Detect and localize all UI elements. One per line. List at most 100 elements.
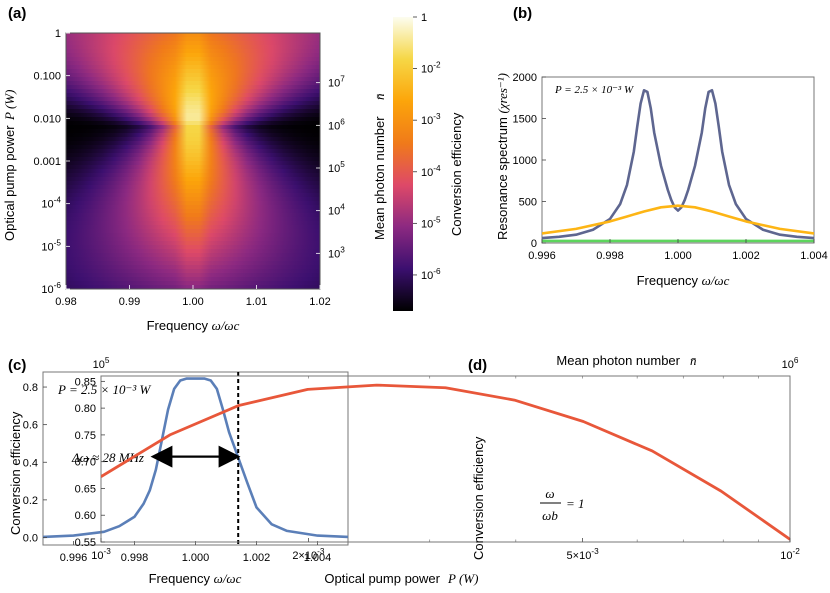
d-ytick-label: 0.75 [75, 430, 96, 442]
heatmap-strip [66, 225, 320, 230]
panel-label-a: (a) [8, 5, 26, 22]
heatmap-strip [66, 273, 320, 278]
d-toptick-label: 105 [93, 356, 110, 371]
a-xtick-label: 1.01 [246, 296, 267, 308]
cb-tick-label: 10-5 [421, 215, 441, 230]
b-frame [541, 76, 815, 244]
a-y2tick-label: 105 [328, 160, 345, 175]
a-ytick-label: 10-6 [41, 281, 61, 296]
c-xtick-label: 0.996 [60, 552, 88, 564]
b-xtick-label: 1.004 [800, 250, 828, 262]
heatmap-strip [66, 33, 320, 38]
cb-tick-label: 10-2 [421, 61, 441, 76]
d-annotation-rhs: = 1 [566, 496, 585, 511]
heatmap-strip [66, 229, 320, 234]
heatmap-strip [66, 105, 320, 110]
a-y2tick-label: 106 [328, 117, 345, 132]
heatmap-strip [66, 41, 320, 46]
d-xtick-label: 10-3 [91, 547, 111, 562]
b-xlabel: Frequency ω/ωc [637, 273, 730, 288]
heatmap-strip [66, 65, 320, 70]
heatmap-strip [66, 253, 320, 258]
d-ytick-label: 0.65 [75, 483, 96, 495]
d-annotation-num: ω [545, 486, 554, 501]
heatmap-strip [66, 173, 320, 178]
a-y2tick-label: 104 [328, 203, 345, 218]
c-ytick-label: 0.4 [23, 457, 38, 469]
heatmap-strip [66, 205, 320, 210]
heatmap-strip [66, 61, 320, 66]
heatmap-strip [66, 37, 320, 42]
d-top-label: Mean photon number [556, 353, 680, 368]
heatmap-strip [66, 189, 320, 194]
heatmap-strip [66, 277, 320, 282]
b-xtick-label: 1.002 [732, 250, 760, 262]
heatmap-strip [66, 145, 320, 150]
panel-label-b: (b) [513, 5, 532, 22]
heatmap-strip [66, 49, 320, 54]
heatmap-strip [66, 197, 320, 202]
d-xlabel: Optical pump power [324, 571, 440, 586]
heatmap-strip [66, 241, 320, 246]
d-series-0 [101, 383, 790, 541]
heatmap-strip [66, 101, 320, 106]
a-xtick-label: 0.99 [119, 296, 140, 308]
a-xtick-label: 1.02 [309, 296, 330, 308]
heatmap-image [66, 33, 320, 289]
colorbar-label: Conversion efficiency [449, 112, 464, 236]
a-y2tick-label: 107 [328, 75, 345, 90]
cb-tick-label: 10-4 [421, 164, 441, 179]
c-ytick-label: 0.6 [23, 420, 38, 432]
b-xtick-label: 0.998 [596, 250, 624, 262]
heatmap-strip [66, 149, 320, 154]
a-ylabel-math: P (W) [2, 90, 17, 121]
a-xtick-label: 1.00 [182, 296, 203, 308]
b-ytick-label: 0 [531, 238, 537, 250]
colorbar [393, 17, 413, 311]
d-ytick-label: 0.80 [75, 403, 96, 415]
d-top-label-math: n̄ [690, 353, 697, 368]
heatmap-strip [66, 153, 320, 158]
c-xtick-label: 0.998 [121, 552, 149, 564]
panel-label-c: (c) [8, 357, 26, 374]
heatmap-strip [66, 217, 320, 222]
a-ytick-label: 10-4 [41, 196, 61, 211]
heatmap-strip [66, 97, 320, 102]
heatmap-strip [66, 165, 320, 170]
heatmap-strip [66, 141, 320, 146]
c-xlabel: Frequency ω/ωc [149, 571, 242, 586]
d-ytick-label: 0.85 [75, 376, 96, 388]
panel-label-d: (d) [468, 357, 487, 374]
heatmap-strip [66, 73, 320, 78]
heatmap-strip [66, 77, 320, 82]
c-ytick-label: 0.0 [23, 532, 38, 544]
panel-c-line: 0.996 0.998 1.000 1.002 1.004 0.0 0.2 0.4 0.6 0.… [8, 371, 349, 586]
a-ylabel: Optical pump power [2, 125, 17, 241]
a-y2label: Mean photon number [372, 116, 387, 240]
b-series-0 [542, 88, 814, 240]
heatmap-strip [66, 169, 320, 174]
d-frame [100, 375, 791, 543]
heatmap-strip [66, 213, 320, 218]
heatmap-strip [66, 125, 320, 130]
heatmap-strip [66, 81, 320, 86]
d-ytick-label: 0.60 [75, 510, 96, 522]
panel-a-heatmap: 0.98 0.99 1.00 1.01 1.02 1 0.100 0.010 0.001 10-… [2, 12, 464, 333]
a-xlabel: Frequency ω/ωc [147, 318, 240, 333]
c-xtick-label: 1.004 [304, 552, 332, 564]
panel-b-line: 0.996 0.998 1.000 1.002 1.004 0 500 1000 1500 20… [495, 72, 828, 288]
heatmap-strip [66, 281, 320, 286]
c-series-0 [43, 377, 348, 539]
a-xtick-label: 0.98 [55, 296, 76, 308]
heatmap-strip [66, 237, 320, 242]
b-ytick-label: 500 [519, 197, 537, 209]
heatmap-strip [66, 185, 320, 190]
c-ytick-label: 0.8 [23, 382, 38, 394]
cb-tick-label: 10-6 [421, 267, 441, 282]
heatmap-strip [66, 265, 320, 270]
heatmap-strip [66, 233, 320, 238]
d-xtick-label: 5×10-3 [567, 547, 600, 562]
b-ytick-label: 2000 [513, 72, 537, 84]
heatmap-strip [66, 249, 320, 254]
heatmap-strip [66, 209, 320, 214]
